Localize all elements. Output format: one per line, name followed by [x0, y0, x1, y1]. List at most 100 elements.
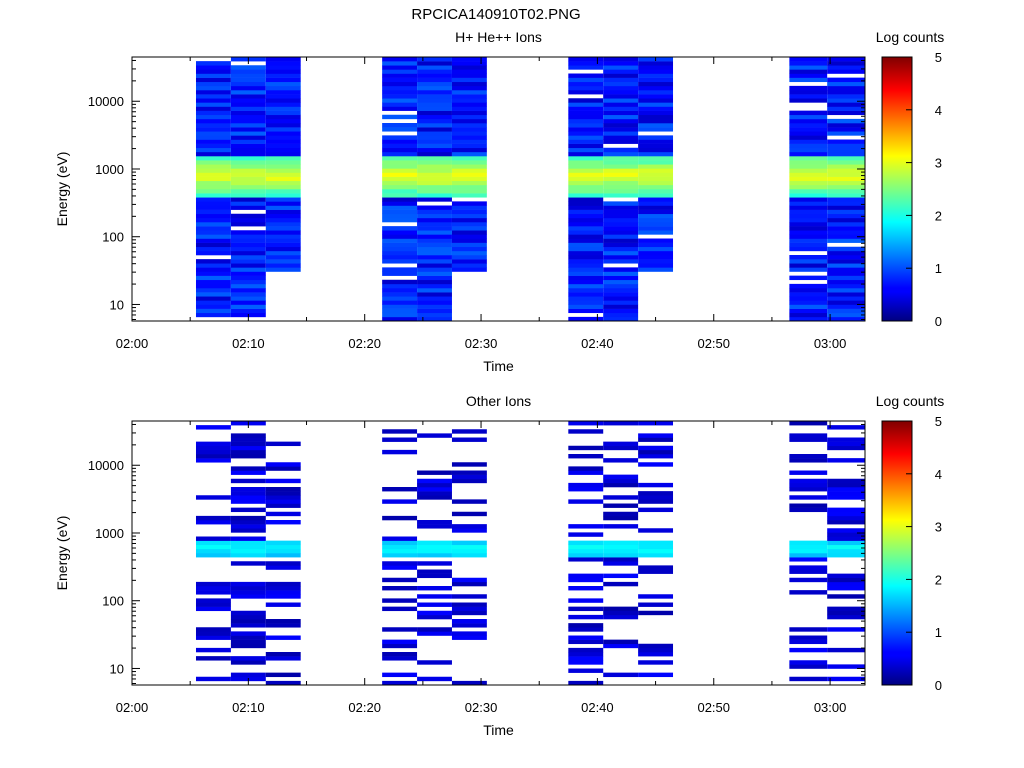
- spectrogram-cell: [382, 300, 418, 305]
- spectrogram-cell: [789, 487, 828, 492]
- spectrogram-cell: [827, 267, 865, 272]
- spectrogram-cell: [603, 118, 639, 124]
- spectrogram-cell: [230, 656, 266, 661]
- spectrogram-cell: [195, 495, 231, 500]
- spectrogram-cell: [265, 656, 301, 661]
- spectrogram-cell: [568, 524, 604, 529]
- spectrogram-cell: [451, 110, 487, 116]
- spectrogram-cell: [265, 238, 301, 243]
- spectrogram-cell: [230, 94, 266, 99]
- spectrogram-cell: [417, 573, 452, 579]
- spectrogram-cell: [638, 164, 674, 169]
- spectrogram-cell: [789, 77, 828, 83]
- spectrogram-cell: [827, 81, 865, 87]
- spectrogram-cell: [382, 540, 418, 546]
- spectrogram-cell: [789, 73, 828, 78]
- spectrogram-cell: [195, 520, 231, 525]
- spectrogram-cell: [638, 110, 674, 116]
- spectrogram-cell: [568, 544, 604, 550]
- spectrogram-cell: [230, 288, 266, 293]
- spectrogram-cell: [382, 577, 418, 583]
- colorbar-tick-label: 1: [935, 261, 942, 276]
- spectrogram-cell: [417, 482, 452, 488]
- spectrogram-cell: [568, 209, 604, 215]
- spectrogram-cell: [789, 85, 828, 91]
- spectrogram-cell: [230, 544, 266, 550]
- spectrogram-cell: [568, 172, 604, 177]
- spectrogram-cell: [827, 507, 865, 513]
- spectrogram-cell: [603, 147, 639, 153]
- spectrogram-cell: [230, 114, 266, 120]
- spectrogram-cell: [568, 193, 604, 198]
- spectrogram-cell: [603, 94, 639, 99]
- spectrogram-cell: [417, 586, 452, 591]
- spectrogram-cell: [789, 421, 828, 426]
- spectrogram-cell: [638, 189, 674, 194]
- spectrogram-cell: [451, 230, 487, 235]
- spectrogram-cell: [265, 263, 301, 268]
- spectrogram-cell: [603, 135, 639, 140]
- spectrogram-cell: [195, 98, 231, 103]
- spectrogram-cell: [417, 61, 452, 66]
- spectrogram-cell: [195, 110, 231, 116]
- spectrogram-cell: [382, 639, 418, 645]
- spectrogram-cell: [789, 65, 828, 70]
- spectrogram-cell: [230, 267, 266, 272]
- spectrogram-cell: [230, 164, 266, 169]
- spectrogram-cell: [568, 123, 604, 128]
- spectrogram-cell: [265, 168, 301, 173]
- spectrogram-cell: [789, 139, 828, 144]
- spectrogram-cells: [195, 421, 865, 686]
- spectrogram-cell: [382, 160, 418, 165]
- spectrogram-cell: [568, 623, 604, 628]
- spectrogram-cell: [603, 279, 639, 285]
- spectrogram-cell: [789, 94, 828, 99]
- spectrogram-cell: [195, 246, 231, 252]
- spectrogram-cell: [827, 222, 865, 227]
- spectrogram-cell: [603, 557, 639, 562]
- spectrogram-cell: [230, 437, 266, 442]
- spectrogram-cell: [230, 487, 266, 492]
- x-tick-label: 03:00: [814, 336, 847, 351]
- spectrogram-cell: [382, 189, 418, 194]
- spectrogram-cell: [827, 164, 865, 169]
- spectrogram-cell: [382, 114, 418, 120]
- spectrogram-cell: [568, 275, 604, 281]
- spectrogram-cell: [451, 610, 487, 616]
- spectrogram-cell: [827, 61, 865, 66]
- spectrogram-cell: [638, 230, 674, 235]
- spectrogram-cell: [568, 118, 604, 124]
- spectrogram-cell: [638, 98, 674, 103]
- spectrogram-cell: [827, 271, 865, 276]
- spectrogram-cell: [451, 548, 487, 554]
- spectrogram-cell: [265, 672, 301, 678]
- spectrogram-cell: [789, 577, 828, 583]
- spectrogram-cell: [417, 213, 452, 219]
- spectrogram-cell: [568, 647, 604, 653]
- spectrogram-cell: [265, 57, 301, 62]
- spectrogram-cell: [451, 193, 487, 198]
- spectrogram-cell: [195, 118, 231, 124]
- spectrogram-cell: [195, 197, 231, 202]
- spectrogram-cell: [827, 676, 865, 682]
- spectrogram-cell: [230, 135, 266, 140]
- spectrogram-cell: [382, 449, 418, 455]
- spectrogram-cell: [417, 164, 452, 169]
- spectrogram-cell: [638, 540, 674, 546]
- spectrogram-cell: [417, 283, 452, 289]
- spectrogram-cell: [568, 164, 604, 169]
- spectrogram-cell: [827, 118, 865, 124]
- spectrogram-cell: [265, 652, 301, 657]
- spectrogram-cell: [417, 176, 452, 182]
- spectrogram-cell: [568, 660, 604, 665]
- spectrogram-cell: [827, 234, 865, 239]
- spectrogram-cell: [568, 57, 604, 62]
- spectrogram-cell: [265, 478, 301, 484]
- spectrogram-cell: [230, 660, 266, 665]
- spectrogram-cell: [789, 217, 828, 223]
- spectrogram-cell: [230, 449, 266, 455]
- spectrogram-cell: [568, 300, 604, 305]
- spectrogram-cell: [195, 176, 231, 182]
- spectrogram-cell: [789, 288, 828, 293]
